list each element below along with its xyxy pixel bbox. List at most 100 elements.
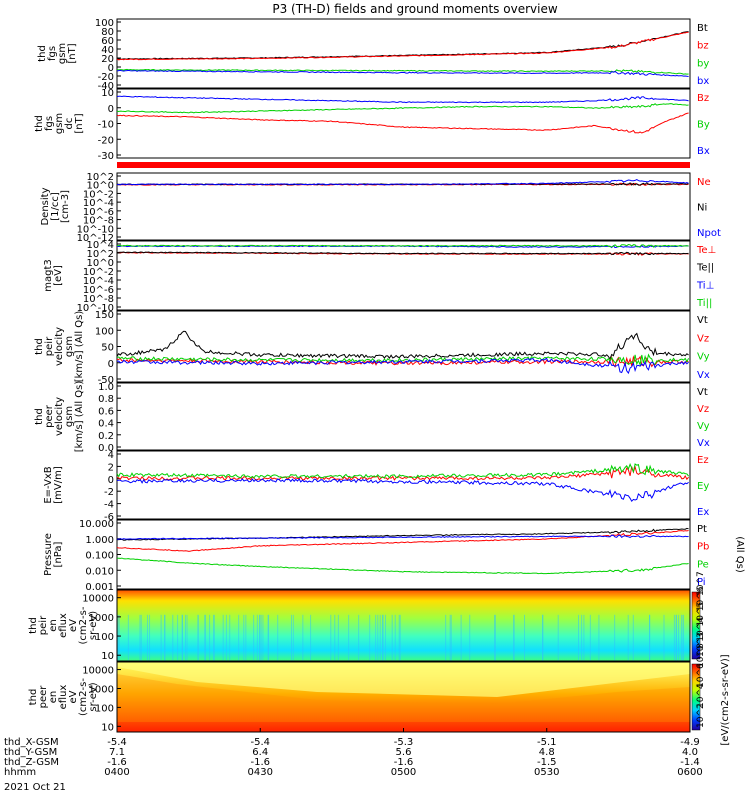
y-tick-label: 1000 [89, 613, 114, 624]
y-tick-label: 100 [95, 632, 114, 643]
plot-title: P3 (TH-D) fields and ground moments over… [272, 2, 557, 16]
colorbar-label: 10^2 [696, 703, 706, 728]
y-tick-label: 10^-4 [83, 198, 114, 209]
y-tick-label: 10^2 [87, 172, 114, 183]
legend-Ne: Ne [697, 177, 711, 188]
y-axis-label: sr-eV) [88, 682, 99, 711]
y-axis-label: [km/s] (All Qs) [74, 381, 85, 453]
colorbar-label: 10^5 [696, 602, 706, 627]
panel-frame [116, 589, 691, 662]
y-axis-label: fgs [47, 46, 58, 61]
y-tick-label: -20 [98, 72, 114, 83]
y-tick-label: 0.4 [98, 419, 114, 430]
series-line-Vt [116, 330, 689, 360]
y-axis-label: eflux [58, 685, 69, 710]
y-tick-label: -10 [98, 120, 114, 131]
y-tick-label: 1.0 [98, 382, 114, 393]
footer-value: -5.3 [394, 737, 414, 748]
legend-Pi: Pi [697, 577, 706, 588]
series-line-Pb [116, 530, 689, 552]
y-tick-label: 10^-4 [83, 276, 114, 287]
series-line-Bz [116, 112, 689, 134]
footer-value: -5.1 [537, 737, 557, 748]
spectrogram-band [117, 674, 690, 722]
footer-row-label: hhmm [4, 767, 36, 778]
y-tick-label: 100 [95, 18, 114, 29]
panel-temperature: 10^410^210^010^-210^-410^-610^-810^-10 ma… [43, 240, 716, 314]
y-tick-label: 10 [101, 722, 114, 733]
y-axis-label: [nT] [67, 43, 78, 63]
y-tick-label: 10^-2 [83, 189, 114, 200]
y-axis-label: (cm2-s- [78, 678, 89, 716]
y-tick-label: 150 [95, 310, 114, 321]
y-tick-label: 0 [108, 475, 114, 486]
y-axis-label: peer [38, 685, 49, 709]
y-tick-label: 0 [108, 63, 114, 74]
y-tick-label: 20 [101, 54, 114, 65]
legend-Ey: Ey [697, 481, 709, 492]
y-tick-label: -50 [98, 375, 114, 386]
y-axis-label: thd [34, 115, 45, 132]
y-axis-label: E=-VxB [43, 466, 54, 503]
legend-Vy: Vy [697, 421, 710, 432]
panel-peir_spectrogram: 10^710^610^510^410^3 10000 1000 100 10 thd pei… [28, 571, 706, 662]
y-axis-label: peir [44, 336, 55, 356]
colorbar-label: 10^7 [696, 571, 706, 596]
legend-Te⊥: Te⊥ [696, 245, 716, 256]
footer-value: -1.5 [537, 757, 557, 768]
y-tick-label: 10.000 [79, 519, 114, 530]
legend-Npot: Npot [697, 228, 721, 239]
y-tick-label: 80 [101, 27, 114, 38]
y-axis-label: [nPa] [53, 541, 64, 567]
panel-frame [116, 450, 691, 520]
y-axis-label: [nT] [74, 113, 85, 133]
footer-value: 6.4 [252, 747, 268, 758]
series-line-Vy [116, 353, 690, 367]
y-tick-label: -40 [98, 81, 114, 92]
footer-date: 2021 Oct 21 [4, 782, 66, 793]
y-tick-label: 0 [108, 359, 114, 370]
series-line-Pe [116, 557, 689, 575]
y-tick-label: 10^-10 [77, 224, 114, 235]
series-line-Ey [116, 462, 690, 479]
y-axis-label: thd [34, 338, 45, 355]
footer-value: 0500 [391, 767, 416, 778]
y-tick-label: 100 [95, 703, 114, 714]
y-axis-label: velocity [54, 327, 65, 366]
y-axis-label: eflux [58, 613, 69, 638]
footer-value: -1.6 [394, 757, 414, 768]
y-axis-label: thd [28, 617, 39, 634]
y-tick-label: -20 [98, 135, 114, 146]
y-tick-label: 1.000 [85, 535, 114, 546]
legend-bx: bx [697, 76, 709, 87]
y-axis-label: Pressure [43, 533, 54, 576]
y-axis-label: en [48, 619, 59, 632]
y-tick-label: 10000 [82, 594, 114, 605]
y-tick-label: 0.8 [98, 394, 114, 405]
y-tick-label: 50 [101, 343, 114, 354]
y-axis-label: sr-eV) [88, 611, 99, 640]
footer-row-label: thd_X-GSM [4, 737, 59, 748]
legend-Ti⊥: Ti⊥ [696, 280, 714, 291]
footer-value: -4.9 [680, 737, 700, 748]
y-tick-label: 10^-6 [83, 207, 114, 218]
spectrogram-band [117, 662, 690, 697]
colorbar-label: 10^4 [696, 683, 706, 708]
panel-pressure: 10.000 1.000 0.100 0.010 0.001 Pressure [nPa] P… [43, 519, 745, 593]
series-line-bz [116, 31, 689, 61]
series-line-Pi [116, 534, 689, 540]
legend-Ex: Ex [697, 507, 709, 518]
y-axis-label: gsm [57, 43, 68, 64]
colorbar-label: 10^6 [696, 586, 706, 611]
y-axis-label: en [48, 691, 59, 704]
series-line-by [116, 68, 689, 75]
panel-peir_velocity: 150 100 50 0 -50 thd peir velocity gsm [km/s] (Al… [34, 310, 710, 386]
y-tick-label: -30 [98, 151, 114, 162]
series-line-Ex [116, 478, 689, 503]
y-tick-label: 0.100 [85, 551, 114, 562]
y-tick-label: 10^0 [87, 181, 114, 192]
series-line-bx [116, 69, 689, 77]
series-line-Bt [117, 31, 689, 60]
footer-value: 0400 [104, 767, 129, 778]
